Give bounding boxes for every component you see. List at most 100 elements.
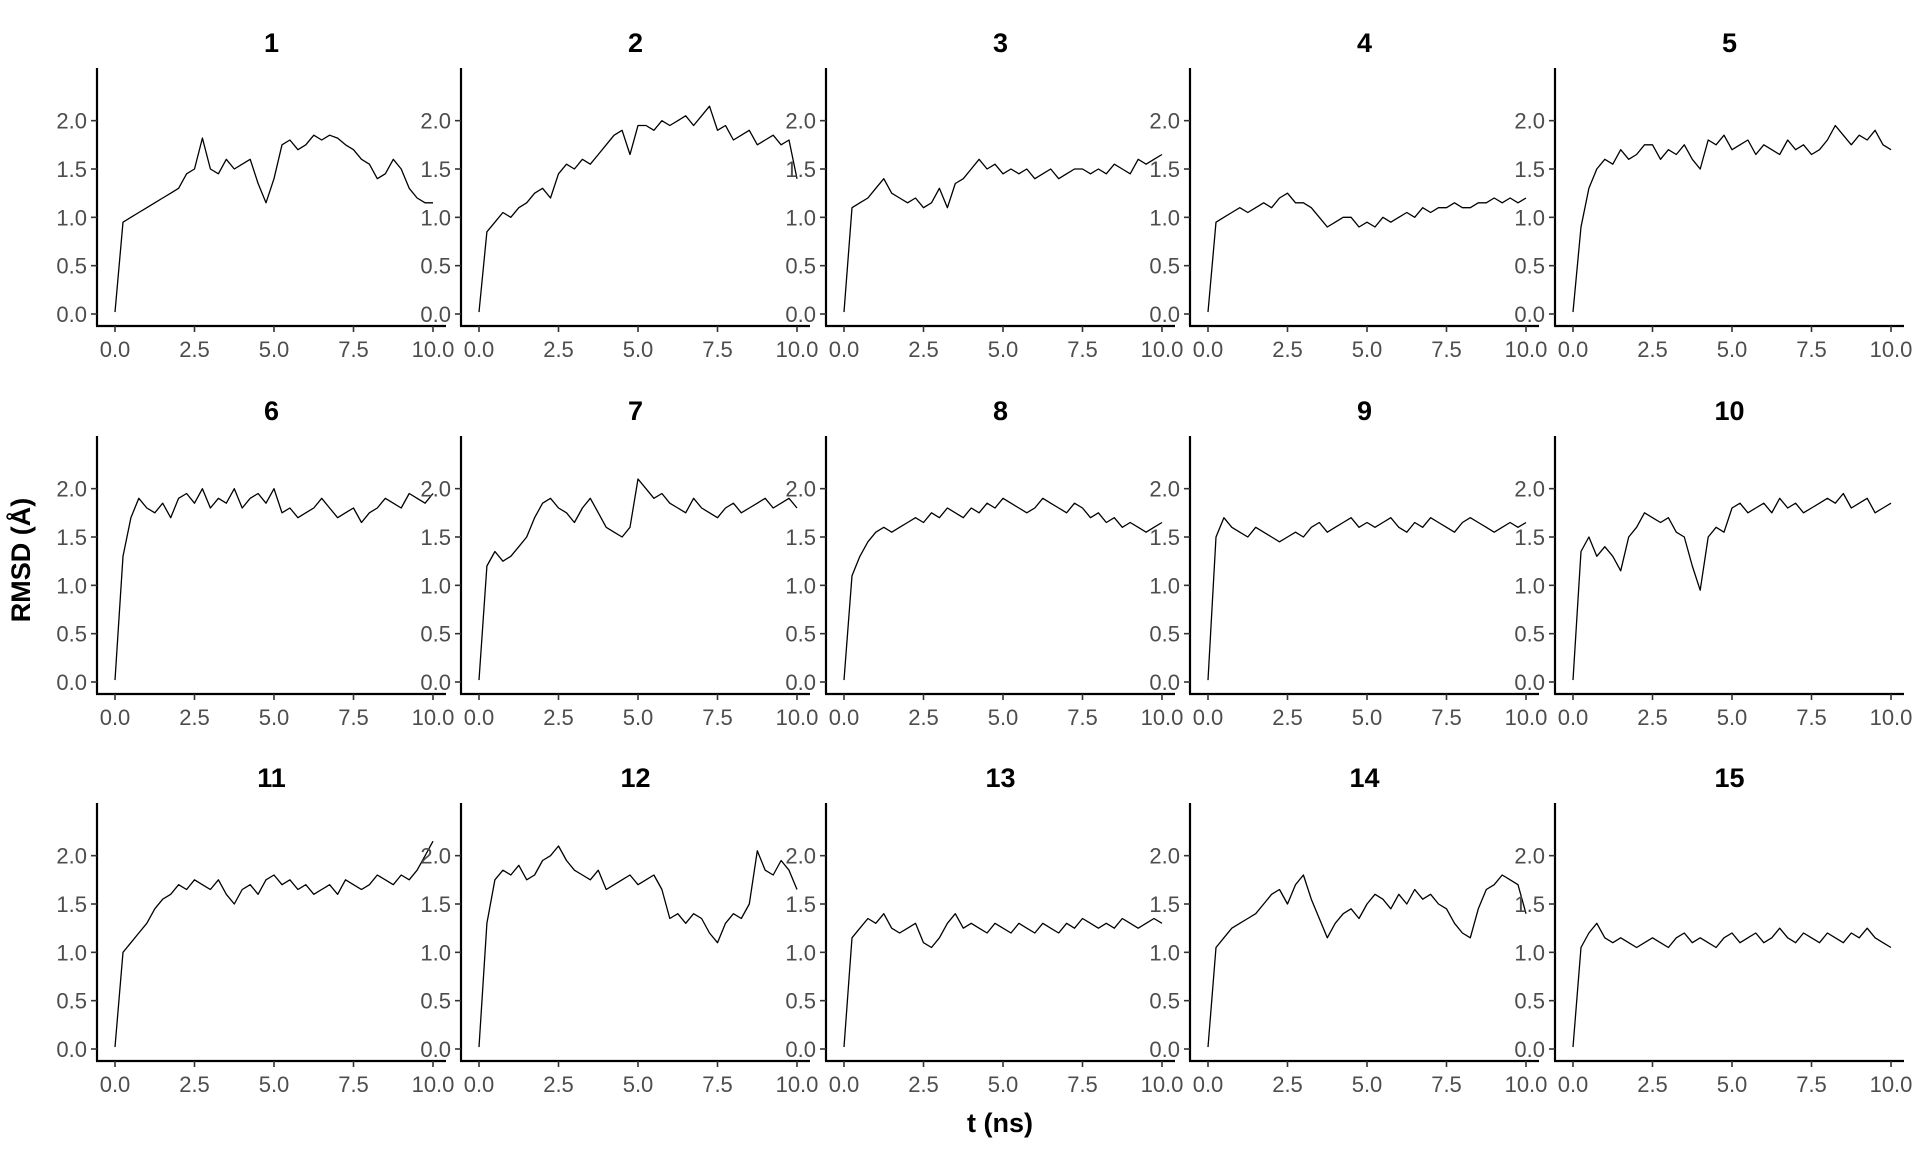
x-tick-label: 2.5 [908, 1072, 939, 1097]
y-tick-label: 1.0 [1514, 940, 1545, 965]
y-tick-label: 1.5 [1514, 525, 1545, 550]
x-tick-label: 0.0 [1558, 705, 1589, 730]
y-tick-label: 1.0 [1149, 940, 1180, 965]
x-tick-label: 7.5 [1431, 1072, 1462, 1097]
facet-panel: 12 0.0 0.5 1.0 1.5 2.0 0.0 2.5 5.0 7.5 10.0 [420, 763, 818, 1097]
rmsd-series-line [843, 153, 1163, 313]
y-tick-label: 1.0 [420, 205, 451, 230]
x-tick-label: 10.0 [412, 337, 455, 362]
y-tick-label: 1.0 [56, 205, 87, 230]
x-tick-label: 10.0 [1505, 337, 1548, 362]
rmsd-series-line [843, 497, 1163, 681]
y-tick-label: 1.5 [1149, 525, 1180, 550]
y-tick-label: 0.5 [1149, 989, 1180, 1014]
x-tick-label: 10.0 [1870, 337, 1913, 362]
y-tick-label: 1.5 [785, 892, 816, 917]
facet-panel: 7 0.0 0.5 1.0 1.5 2.0 0.0 2.5 5.0 7.5 10.0 [420, 396, 818, 730]
rmsd-series-line [114, 488, 434, 681]
y-tick-label: 1.5 [1149, 157, 1180, 182]
facet-panel: 11 0.0 0.5 1.0 1.5 2.0 0.0 2.5 5.0 7.5 10.0 [56, 763, 454, 1097]
y-tick-label: 1.0 [1149, 205, 1180, 230]
y-tick-label: 0.5 [56, 622, 87, 647]
x-tick-label: 0.0 [464, 337, 495, 362]
x-tick-label: 5.0 [1717, 705, 1748, 730]
y-tick-label: 0.0 [420, 1037, 451, 1062]
panel-title: 10 [1714, 396, 1744, 426]
x-tick-label: 7.5 [702, 705, 733, 730]
panel-title: 4 [1357, 28, 1372, 58]
y-tick-label: 0.5 [1514, 254, 1545, 279]
y-tick-label: 2.0 [1149, 844, 1180, 869]
x-tick-label: 7.5 [1796, 337, 1827, 362]
x-tick-label: 0.0 [100, 705, 131, 730]
y-tick-label: 2.0 [785, 844, 816, 869]
y-tick-label: 2.0 [785, 109, 816, 134]
y-tick-label: 1.0 [1514, 205, 1545, 230]
x-tick-label: 2.5 [1637, 337, 1668, 362]
x-tick-label: 7.5 [338, 1072, 369, 1097]
rmsd-series-line [1572, 492, 1892, 681]
y-tick-label: 2.0 [1149, 477, 1180, 502]
x-tick-label: 10.0 [412, 705, 455, 730]
rmsd-series-line [478, 105, 798, 313]
x-tick-label: 0.0 [829, 1072, 860, 1097]
y-tick-label: 0.5 [1514, 989, 1545, 1014]
panel-title: 3 [993, 28, 1008, 58]
y-tick-label: 2.0 [420, 109, 451, 134]
x-tick-label: 7.5 [1067, 705, 1098, 730]
y-tick-label: 2.0 [1514, 109, 1545, 134]
y-tick-label: 0.0 [1514, 302, 1545, 327]
y-tick-label: 0.5 [56, 989, 87, 1014]
x-tick-label: 10.0 [1505, 705, 1548, 730]
x-tick-label: 5.0 [623, 1072, 654, 1097]
rmsd-series-line [1572, 124, 1892, 313]
x-tick-label: 2.5 [1637, 1072, 1668, 1097]
panel-title: 1 [264, 28, 279, 58]
y-tick-label: 2.0 [1149, 109, 1180, 134]
x-tick-label: 0.0 [100, 337, 131, 362]
y-tick-label: 1.0 [420, 573, 451, 598]
facet-panels: 10.00.51.01.52.00.0 2.5 5.0 7.5 10.020.00.51… [56, 28, 1912, 1097]
y-tick-label: 0.5 [1514, 622, 1545, 647]
x-tick-label: 7.5 [338, 337, 369, 362]
facet-panel: 8 0.0 0.5 1.0 1.5 2.0 0.0 2.5 5.0 7.5 10.0 [785, 396, 1183, 730]
y-tick-label: 1.5 [56, 157, 87, 182]
y-tick-label: 0.0 [420, 670, 451, 695]
y-tick-label: 1.0 [785, 940, 816, 965]
y-tick-label: 1.5 [1514, 157, 1545, 182]
x-tick-label: 7.5 [702, 1072, 733, 1097]
x-tick-label: 2.5 [543, 705, 574, 730]
rmsd-series-line [1572, 922, 1892, 1048]
x-tick-label: 2.5 [179, 705, 210, 730]
panel-title: 6 [264, 396, 279, 426]
x-tick-label: 5.0 [259, 337, 290, 362]
y-tick-label: 0.0 [56, 302, 87, 327]
y-tick-label: 0.5 [56, 254, 87, 279]
y-tick-label: 1.0 [1514, 573, 1545, 598]
y-tick-label: 1.0 [785, 205, 816, 230]
y-tick-label: 1.0 [56, 940, 87, 965]
y-tick-label: 0.0 [1149, 1037, 1180, 1062]
panel-title: 5 [1722, 28, 1737, 58]
panel-title: 12 [620, 763, 650, 793]
rmsd-series-line [1207, 517, 1527, 681]
y-tick-label: 1.5 [1149, 892, 1180, 917]
panel-title: 15 [1714, 763, 1744, 793]
facet-panel: 9 0.0 0.5 1.0 1.5 2.0 0.0 2.5 5.0 7.5 10.0 [1149, 396, 1547, 730]
x-tick-label: 5.0 [1352, 1072, 1383, 1097]
x-tick-label: 10.0 [776, 337, 819, 362]
x-tick-label: 2.5 [1272, 337, 1303, 362]
y-tick-label: 2.0 [56, 109, 87, 134]
facet-panel: 15 0.0 0.5 1.0 1.5 2.0 0.0 2.5 5.0 7.5 10.0 [1514, 763, 1912, 1097]
rmsd-series-line [478, 478, 798, 681]
y-tick-label: 0.0 [785, 1037, 816, 1062]
y-tick-label: 1.0 [56, 573, 87, 598]
rmsd-series-line [843, 913, 1163, 1048]
x-tick-label: 0.0 [1193, 705, 1224, 730]
x-tick-label: 10.0 [1141, 705, 1184, 730]
x-tick-label: 10.0 [1870, 705, 1913, 730]
x-tick-label: 5.0 [1352, 337, 1383, 362]
x-tick-label: 0.0 [1558, 1072, 1589, 1097]
y-tick-label: 1.5 [1514, 892, 1545, 917]
